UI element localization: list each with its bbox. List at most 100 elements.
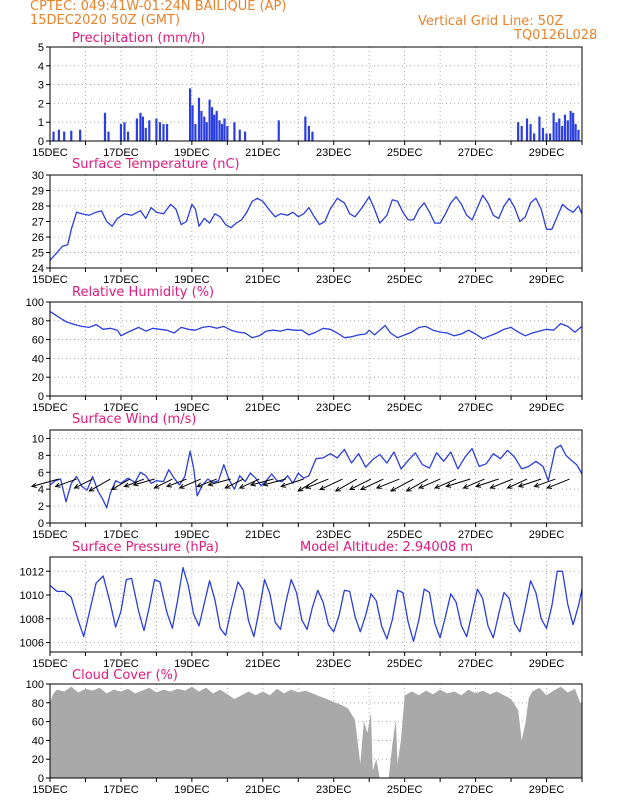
- header-model-id: TQ0126L028: [514, 28, 598, 43]
- y-tick-label: 40: [32, 735, 44, 747]
- x-tick-label: 17DEC: [103, 784, 139, 796]
- wind-arrow-head: [297, 486, 304, 492]
- precip-bar: [162, 124, 165, 141]
- wind-arrow-head: [178, 483, 185, 489]
- wind-arrow-head: [73, 483, 80, 489]
- wind-panel: Surface Wind (m/s) 0 2 4 6 8 10 15DEC 17DEC 19DE…: [30, 412, 583, 541]
- precip-bar: [277, 120, 280, 141]
- wind-arrow-head: [445, 482, 452, 488]
- x-tick-label: 17DEC: [103, 529, 139, 541]
- precip-bar: [57, 129, 60, 141]
- x-tick-label: 17DEC: [103, 402, 139, 414]
- wind-arrow: [376, 478, 400, 489]
- precip-bar: [233, 122, 236, 141]
- wind-arrow-head: [533, 482, 540, 488]
- wind-arrow: [518, 478, 542, 488]
- x-tick-label: 25DEC: [387, 147, 423, 159]
- precip-bar: [238, 129, 241, 141]
- y-tick-label: 4: [38, 484, 44, 496]
- wind-arrow: [239, 478, 260, 489]
- wind-arrow: [250, 478, 274, 486]
- precip-bar: [141, 116, 145, 141]
- x-tick-label: 21DEC: [245, 529, 281, 541]
- wind-arrow: [124, 478, 145, 488]
- x-tick-label: 19DEC: [174, 529, 210, 541]
- x-tick-label: 15DEC: [32, 147, 68, 159]
- precip-bar: [525, 118, 529, 141]
- y-tick-label: 27: [32, 217, 44, 229]
- precip-bar: [200, 110, 203, 141]
- wind-arrow: [133, 478, 155, 486]
- wind-arrow: [390, 478, 414, 492]
- wind-arrow-head: [489, 483, 496, 489]
- x-tick-label: 29DEC: [529, 274, 565, 286]
- wind-arrow-head: [405, 486, 412, 492]
- wind-arrow: [319, 478, 343, 490]
- wind-arrow-head: [462, 483, 469, 489]
- precip-bar: [561, 125, 564, 141]
- cloud-cover-panel: Cloud Cover (%) 0 20 40 60 80 100 15DEC 17DEC 19…: [26, 668, 583, 796]
- wind-arrow-head: [249, 481, 256, 487]
- wind-arrow: [546, 478, 570, 489]
- x-tick-label: 29DEC: [529, 147, 565, 159]
- wind-arrow: [335, 478, 358, 492]
- model-altitude: Model Altitude: 2.94008 m: [300, 540, 473, 555]
- pressure-title: Surface Pressure (hPa): [72, 540, 219, 555]
- y-tick-label: 20: [32, 754, 44, 766]
- pressure-panel: Surface Pressure (hPa) Model Altitude: 2…: [20, 540, 583, 670]
- wind-arrow-head: [165, 482, 173, 488]
- x-tick-label: 25DEC: [387, 274, 423, 286]
- wind-arrow-head: [262, 481, 269, 487]
- wind-arrow-head: [506, 483, 513, 489]
- precip-bar: [203, 116, 206, 141]
- x-tick-label: 23DEC: [316, 529, 352, 541]
- precip-bar: [155, 118, 158, 141]
- header-date: 15DEC2020 50Z (GMT): [30, 13, 181, 28]
- precip-bar: [52, 131, 55, 141]
- y-tick-label: 80: [32, 698, 44, 710]
- panel-frame: [49, 429, 583, 524]
- y-tick-label: 10: [32, 433, 44, 445]
- precip-bar: [208, 99, 211, 141]
- wind-arrow: [74, 478, 93, 489]
- x-tick-label: 15DEC: [32, 402, 68, 414]
- x-tick-label: 17DEC: [103, 147, 139, 159]
- wind-arrow: [349, 478, 372, 490]
- precip-bar: [119, 124, 123, 141]
- precip-bar: [158, 122, 162, 141]
- precip-bar: [197, 97, 201, 141]
- wind-arrow-head: [207, 481, 214, 487]
- y-tick-label: 2: [38, 98, 44, 110]
- wind-arrow: [305, 478, 329, 489]
- x-tick-label: 23DEC: [316, 784, 352, 796]
- wind-arrow: [197, 478, 217, 488]
- panel-frame: [49, 556, 583, 653]
- wind-arrow-head: [359, 485, 366, 491]
- wind-arrow-head: [54, 482, 61, 488]
- y-tick-label: 4: [38, 61, 44, 73]
- wind-arrow: [534, 478, 556, 488]
- y-tick-label: 8: [38, 450, 44, 462]
- y-tick-label: 3: [38, 80, 44, 92]
- precip-bar: [218, 120, 221, 141]
- precip-bar: [194, 124, 197, 141]
- x-tick-label: 21DEC: [245, 274, 281, 286]
- y-tick-label: 6: [38, 467, 44, 479]
- x-tick-label: 29DEC: [529, 784, 565, 796]
- wind-arrow-head: [546, 483, 553, 489]
- y-tick-label: 0: [38, 773, 44, 785]
- wind-arrow-head: [334, 486, 341, 492]
- precip-bar: [123, 122, 126, 141]
- x-tick-label: 21DEC: [245, 784, 281, 796]
- wind-arrow: [208, 478, 232, 486]
- wind-arrow-head: [319, 485, 326, 491]
- precip-bar: [144, 127, 147, 141]
- wind-arrow: [446, 478, 471, 488]
- wind-arrow: [475, 478, 499, 488]
- wind-title: Surface Wind (m/s): [72, 412, 196, 427]
- y-tick-label: 1010: [20, 590, 44, 602]
- precip-bar: [223, 118, 226, 141]
- wind-arrow: [263, 478, 286, 486]
- wind-arrow-head: [304, 483, 311, 489]
- wind-arrow: [31, 478, 60, 488]
